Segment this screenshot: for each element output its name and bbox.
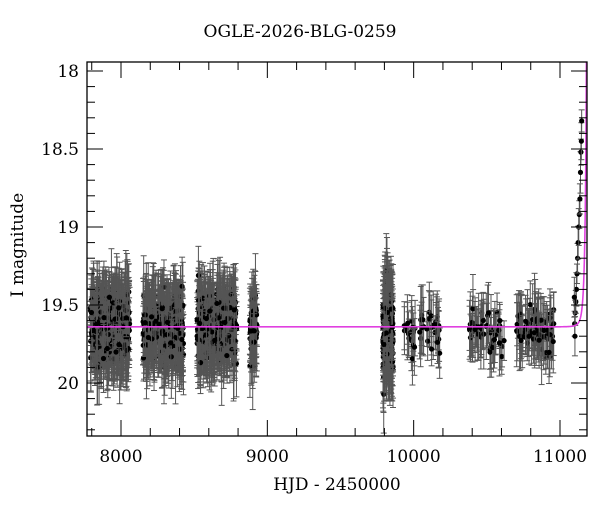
data-point <box>106 271 113 324</box>
data-point <box>250 292 257 370</box>
data-point <box>196 302 203 345</box>
data-point <box>196 303 203 376</box>
data-point <box>159 268 166 349</box>
x-tick-label: 8000 <box>99 447 142 467</box>
data-point <box>251 313 258 372</box>
x-tick-label: 10000 <box>387 447 441 467</box>
data-point <box>578 109 585 133</box>
x-tick-label: 9000 <box>246 447 289 467</box>
data-point <box>146 289 153 358</box>
data-point <box>152 293 159 350</box>
data-point <box>206 269 213 354</box>
data-point <box>405 311 412 357</box>
data-point <box>211 308 218 373</box>
data-point <box>213 281 220 326</box>
data-point <box>168 314 175 399</box>
data-point <box>123 298 130 338</box>
data-point <box>164 291 171 354</box>
y-tick-label: 20 <box>57 374 79 394</box>
data-point <box>203 298 210 339</box>
data-point <box>93 284 100 365</box>
x-tick-label: 11000 <box>533 447 587 467</box>
data-point <box>223 334 230 377</box>
x-axis-label: HJD - 2450000 <box>273 475 401 495</box>
axes: 8000 9000 10000 11000 18 18.5 19 19.5 20 <box>41 61 588 467</box>
y-tick-label: 19 <box>57 218 79 238</box>
data-point <box>178 313 185 366</box>
data-point <box>576 200 583 229</box>
data-point <box>148 285 155 349</box>
data-points <box>87 109 585 434</box>
data-point <box>231 267 238 353</box>
data-point <box>115 325 122 364</box>
data-point <box>208 303 215 361</box>
data-point <box>163 307 170 362</box>
data-point <box>572 290 579 314</box>
data-point <box>104 307 111 390</box>
data-point <box>401 301 408 351</box>
data-point <box>100 324 107 393</box>
data-point <box>101 297 108 338</box>
y-tick-label: 18 <box>57 62 79 82</box>
data-point <box>142 303 149 343</box>
y-tick-label: 18.5 <box>41 140 79 160</box>
y-tick-label: 19.5 <box>41 296 79 316</box>
data-point <box>576 183 583 215</box>
data-point <box>113 323 120 381</box>
chart-title: OGLE-2026-BLG-0259 <box>203 22 397 42</box>
